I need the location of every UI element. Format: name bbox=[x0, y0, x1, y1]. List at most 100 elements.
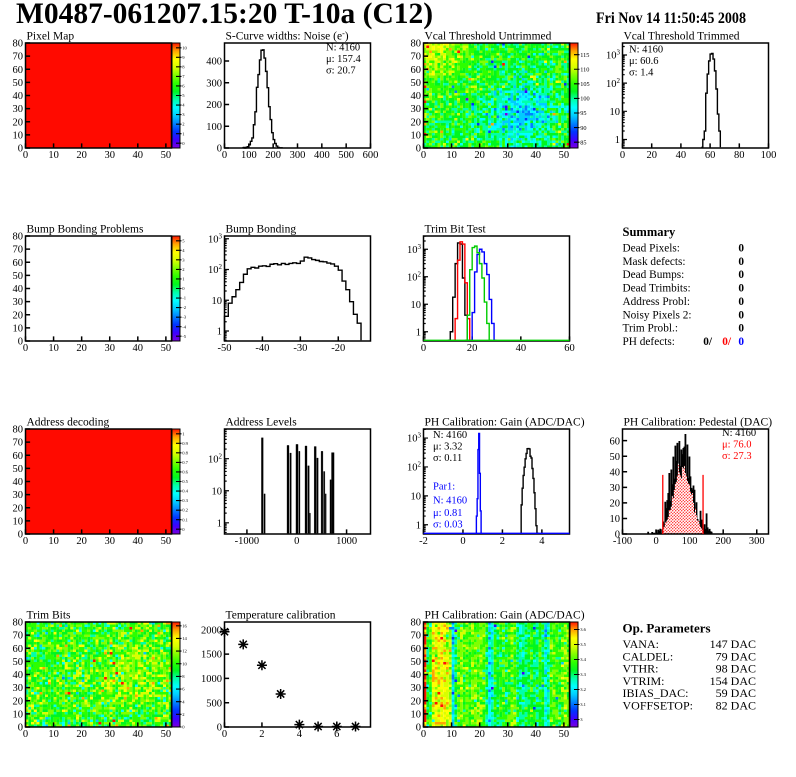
svg-text:50: 50 bbox=[610, 452, 621, 463]
svg-text:1: 1 bbox=[182, 277, 185, 282]
svg-text:20: 20 bbox=[76, 536, 87, 547]
svg-text:5: 5 bbox=[182, 93, 185, 98]
svg-text:Summary: Summary bbox=[623, 225, 677, 239]
svg-text:0: 0 bbox=[738, 256, 744, 268]
svg-text:0: 0 bbox=[222, 729, 227, 740]
svg-text:79 DAC: 79 DAC bbox=[716, 649, 756, 663]
svg-text:154 DAC: 154 DAC bbox=[710, 674, 756, 688]
svg-text:0: 0 bbox=[615, 530, 620, 541]
svg-text:100: 100 bbox=[206, 122, 222, 133]
svg-text:30: 30 bbox=[104, 150, 115, 161]
svg-text:N: 4160: N: 4160 bbox=[629, 45, 663, 56]
svg-text:0.6: 0.6 bbox=[182, 470, 188, 475]
svg-text:0: 0 bbox=[18, 530, 23, 541]
svg-text:6: 6 bbox=[334, 729, 339, 740]
svg-text:10: 10 bbox=[446, 150, 457, 161]
svg-text:60: 60 bbox=[13, 451, 24, 462]
svg-text:10: 10 bbox=[13, 709, 24, 720]
svg-text:PH defects:: PH defects: bbox=[623, 336, 675, 348]
svg-text:200: 200 bbox=[715, 536, 731, 547]
svg-text:59 DAC: 59 DAC bbox=[716, 686, 756, 700]
svg-text:S-Curve widths: Noise (e-): S-Curve widths: Noise (e-) bbox=[226, 29, 349, 43]
svg-text:Address Probl:: Address Probl: bbox=[623, 296, 690, 308]
svg-text:400: 400 bbox=[314, 150, 330, 161]
svg-text:30: 30 bbox=[411, 104, 422, 115]
svg-text:4: 4 bbox=[539, 536, 545, 547]
svg-text:1: 1 bbox=[217, 518, 222, 529]
svg-text:600: 600 bbox=[363, 150, 379, 161]
svg-text:14: 14 bbox=[182, 636, 187, 641]
svg-text:10: 10 bbox=[48, 729, 59, 740]
svg-text:40: 40 bbox=[133, 536, 144, 547]
svg-text:40: 40 bbox=[411, 91, 422, 102]
svg-text:30: 30 bbox=[411, 683, 422, 694]
svg-text:PH Calibration: Gain (ADC/DAC): PH Calibration: Gain (ADC/DAC) bbox=[425, 417, 585, 429]
svg-text:Bump Bonding Problems: Bump Bonding Problems bbox=[27, 224, 144, 236]
svg-text:40: 40 bbox=[531, 150, 542, 161]
svg-text:1: 1 bbox=[217, 327, 222, 338]
svg-text:85: 85 bbox=[580, 139, 586, 146]
svg-text:10: 10 bbox=[446, 729, 457, 740]
svg-text:0: 0 bbox=[416, 144, 421, 155]
svg-text:1000: 1000 bbox=[336, 536, 357, 547]
svg-text:0: 0 bbox=[23, 729, 28, 740]
svg-text:20: 20 bbox=[13, 117, 24, 128]
svg-text:0: 0 bbox=[23, 343, 28, 354]
svg-text:-2: -2 bbox=[419, 536, 428, 547]
svg-text:4: 4 bbox=[297, 729, 303, 740]
svg-text:60: 60 bbox=[705, 150, 716, 161]
svg-text:-40: -40 bbox=[255, 343, 269, 354]
svg-text:0: 0 bbox=[738, 269, 744, 281]
svg-text:3.3: 3.3 bbox=[580, 672, 586, 677]
svg-text:Pixel Map: Pixel Map bbox=[27, 31, 75, 43]
svg-text:8: 8 bbox=[182, 674, 185, 679]
svg-text:1: 1 bbox=[416, 520, 421, 531]
svg-text:N: 4160: N: 4160 bbox=[433, 496, 467, 507]
svg-text:1: 1 bbox=[182, 131, 185, 136]
svg-text:300: 300 bbox=[290, 150, 306, 161]
svg-text:50: 50 bbox=[161, 729, 172, 740]
svg-text:100: 100 bbox=[580, 96, 589, 103]
svg-text:0/: 0/ bbox=[722, 336, 732, 348]
svg-text:0: 0 bbox=[18, 723, 23, 734]
svg-text:10: 10 bbox=[411, 130, 422, 141]
svg-text:60: 60 bbox=[610, 436, 621, 447]
svg-text:50: 50 bbox=[411, 657, 422, 668]
svg-text:10: 10 bbox=[411, 709, 422, 720]
svg-text:50: 50 bbox=[161, 150, 172, 161]
svg-text:Dead Bumps:: Dead Bumps: bbox=[623, 269, 685, 281]
svg-text:0: 0 bbox=[738, 309, 744, 321]
svg-text:20: 20 bbox=[13, 310, 24, 321]
svg-text:μ: 76.0: μ: 76.0 bbox=[722, 440, 752, 451]
svg-text:20: 20 bbox=[13, 503, 24, 514]
svg-text:Trim Bit Test: Trim Bit Test bbox=[425, 224, 487, 236]
svg-text:1500: 1500 bbox=[201, 650, 222, 661]
svg-text:10: 10 bbox=[48, 343, 59, 354]
svg-text:Fri Nov 14 11:50:45 2008: Fri Nov 14 11:50:45 2008 bbox=[596, 10, 746, 27]
svg-text:Op. Parameters: Op. Parameters bbox=[623, 621, 711, 636]
svg-text:80: 80 bbox=[411, 39, 422, 50]
svg-text:3.2: 3.2 bbox=[580, 687, 586, 692]
svg-text:4: 4 bbox=[182, 103, 185, 108]
svg-text:0: 0 bbox=[18, 144, 23, 155]
svg-text:0: 0 bbox=[23, 150, 28, 161]
svg-text:N: 4160: N: 4160 bbox=[326, 43, 360, 54]
svg-text:N: 4160: N: 4160 bbox=[722, 428, 756, 439]
svg-text:30: 30 bbox=[502, 729, 513, 740]
svg-text:-1000: -1000 bbox=[235, 536, 260, 547]
svg-text:Bump Bonding: Bump Bonding bbox=[226, 224, 297, 236]
svg-text:0: 0 bbox=[738, 283, 744, 295]
svg-text:10: 10 bbox=[212, 486, 223, 497]
svg-text:300: 300 bbox=[206, 78, 222, 89]
svg-text:10: 10 bbox=[182, 45, 187, 50]
svg-text:-50: -50 bbox=[218, 343, 232, 354]
svg-text:0.3: 0.3 bbox=[182, 498, 188, 503]
svg-text:60: 60 bbox=[13, 65, 24, 76]
svg-text:50: 50 bbox=[13, 78, 24, 89]
svg-text:10: 10 bbox=[411, 300, 422, 311]
svg-text:0/: 0/ bbox=[703, 336, 713, 348]
svg-text:Dead Pixels:: Dead Pixels: bbox=[623, 243, 680, 255]
svg-text:82 DAC: 82 DAC bbox=[716, 699, 756, 713]
svg-text:80: 80 bbox=[13, 39, 24, 50]
svg-text:0.9: 0.9 bbox=[182, 441, 188, 446]
